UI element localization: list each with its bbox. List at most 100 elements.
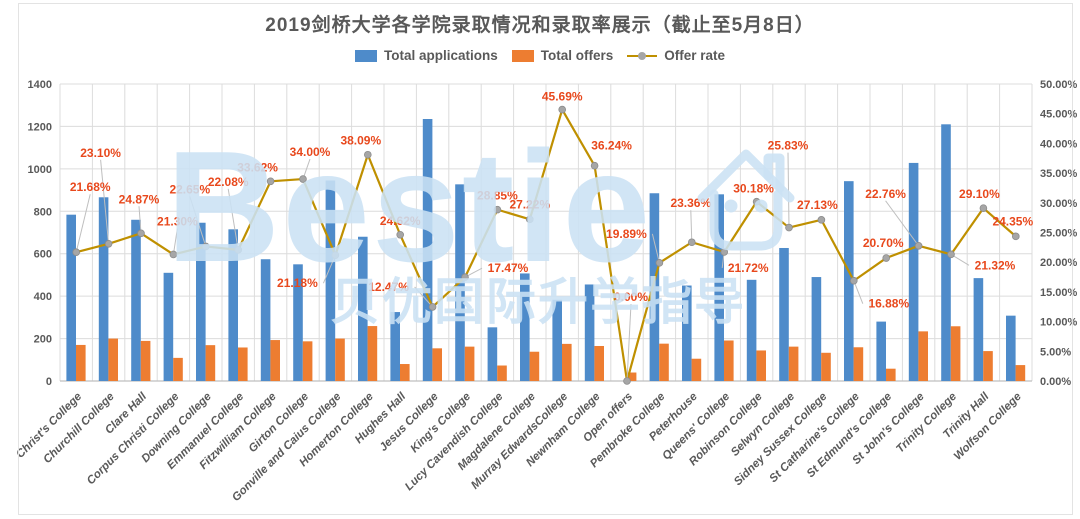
bar (367, 326, 378, 381)
right-axis-ticks: 0.00% 5.00% 10.00% 15.00% 20.00% 25.00% 30.00%… (1040, 79, 1078, 388)
right-axis-tick: 10.00% (1040, 317, 1078, 329)
line-marker (266, 177, 275, 186)
data-label: 25.83% (768, 139, 809, 153)
line-marker (687, 238, 696, 247)
left-axis-tick: 600 (34, 249, 52, 261)
legend-item-total-offers: Total offers (511, 48, 613, 63)
line-marker (72, 248, 80, 257)
bar (973, 278, 984, 381)
leader-line (100, 159, 110, 244)
left-axis-tick: 1000 (28, 164, 52, 176)
data-label: 21.30% (157, 214, 198, 228)
offer-rate-labels: 21.68% 23.10% 24.87% 21.30% 22.65%22.08%33.6… (70, 90, 1034, 311)
data-label: 23.10% (80, 146, 121, 160)
data-label: 21.72% (728, 261, 769, 275)
data-label: 24.87% (119, 192, 160, 206)
line-marker (655, 259, 664, 267)
chart-title: 2019剑桥大学各学院录取情况和录取率展示（截止至5月8日） (265, 15, 815, 36)
bar (270, 340, 280, 381)
leader-line (322, 254, 336, 284)
bars-total-offers (76, 326, 1026, 381)
leader-line (853, 280, 864, 304)
leader-line (787, 152, 790, 228)
data-label: 21.18% (277, 276, 318, 290)
data-label: 38.09% (340, 134, 381, 148)
bar (950, 326, 961, 381)
data-label: 24.62% (380, 214, 421, 228)
chart-legend: Total applications Total offers Offer ra… (0, 48, 1080, 63)
line-marker (169, 250, 178, 259)
bar (422, 119, 433, 381)
line-marker (299, 175, 307, 183)
bar (682, 285, 692, 381)
bar (76, 344, 86, 381)
leader-line (626, 303, 632, 382)
leader-line (651, 233, 660, 263)
offer-rate-markers (72, 105, 1020, 385)
line-marker (234, 246, 243, 254)
bar (196, 222, 206, 381)
bar (876, 321, 886, 381)
data-label: 21.68% (70, 180, 111, 194)
legend-item-total-applications: Total applications (354, 48, 498, 63)
data-label: 36.24% (591, 139, 632, 153)
bar (811, 277, 822, 381)
line-marker (623, 377, 631, 385)
bar (358, 236, 368, 381)
bar (131, 219, 141, 381)
bar (756, 350, 766, 381)
bar (464, 346, 475, 381)
right-axis-tick: 40.00% (1040, 138, 1078, 150)
line-marker (849, 276, 858, 285)
line-marker (202, 242, 210, 251)
bar (432, 348, 442, 381)
right-axis-tick: 15.00% (1040, 287, 1078, 299)
blue-bar-swatch-icon (354, 49, 377, 62)
bar (108, 338, 118, 381)
bar (649, 193, 660, 381)
line-marker (947, 250, 955, 259)
line-marker (428, 303, 437, 311)
bar (853, 347, 864, 381)
data-label: 45.69% (542, 90, 583, 104)
line-marker (1011, 232, 1020, 241)
bar (746, 279, 757, 381)
bar (260, 259, 271, 381)
gridlines (59, 83, 1033, 382)
left-axis-tick: 0 (46, 376, 52, 388)
right-axis-tick: 50.00% (1040, 79, 1078, 91)
line-marker-swatch-icon (627, 50, 658, 62)
bar (400, 364, 410, 381)
leader-line (690, 210, 693, 243)
data-label: 30.18% (733, 182, 774, 196)
line-marker (396, 230, 405, 239)
left-axis-tick: 200 (34, 334, 52, 346)
category-label: Jesus College (378, 390, 442, 454)
left-axis-tick: 800 (34, 206, 52, 218)
data-label: 22.76% (865, 187, 906, 201)
bar (520, 273, 530, 381)
bar (238, 347, 248, 381)
legend-item-offer-rate: Offer rate (627, 48, 725, 63)
right-axis-tick: 35.00% (1040, 168, 1078, 180)
leader-line (75, 194, 91, 253)
leader-line (227, 188, 239, 250)
left-axis-tick: 1200 (28, 121, 52, 133)
bar (1015, 365, 1026, 381)
offer-rate-line (75, 108, 1017, 383)
bar (908, 162, 919, 381)
bar (584, 284, 595, 381)
right-axis-tick: 0.00% (1040, 376, 1071, 388)
leader-line (414, 286, 433, 308)
line-marker (525, 215, 534, 224)
line-marker (979, 204, 988, 212)
data-label: 29.10% (959, 187, 1000, 201)
data-label: 22.65% (169, 182, 210, 196)
right-axis-tick: 45.00% (1040, 109, 1078, 121)
data-label: 21.32% (975, 258, 1016, 272)
bar (918, 331, 928, 381)
bar (779, 247, 789, 381)
bar (821, 352, 831, 381)
left-axis-ticks: 0 200 400 600 800 1000 1200 1400 (28, 79, 52, 388)
